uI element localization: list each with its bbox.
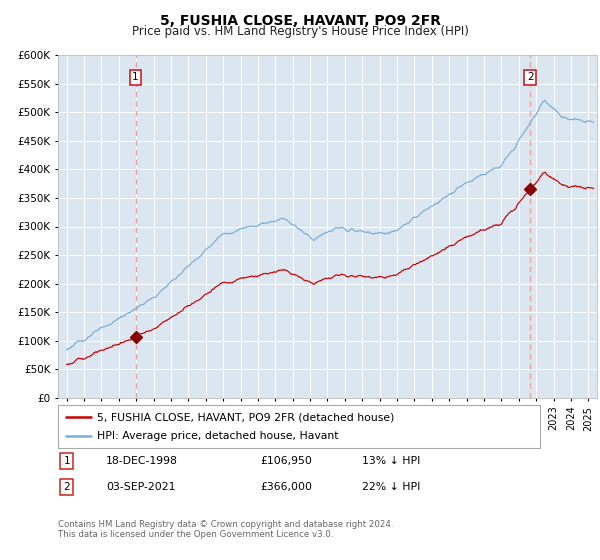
FancyBboxPatch shape: [58, 405, 540, 448]
Text: 2: 2: [527, 72, 534, 82]
Text: HPI: Average price, detached house, Havant: HPI: Average price, detached house, Hava…: [97, 431, 338, 441]
Text: 5, FUSHIA CLOSE, HAVANT, PO9 2FR: 5, FUSHIA CLOSE, HAVANT, PO9 2FR: [160, 14, 440, 28]
Text: Price paid vs. HM Land Registry's House Price Index (HPI): Price paid vs. HM Land Registry's House …: [131, 25, 469, 38]
Text: 13% ↓ HPI: 13% ↓ HPI: [362, 456, 420, 466]
Text: 03-SEP-2021: 03-SEP-2021: [106, 482, 176, 492]
Text: 5, FUSHIA CLOSE, HAVANT, PO9 2FR (detached house): 5, FUSHIA CLOSE, HAVANT, PO9 2FR (detach…: [97, 412, 394, 422]
Text: £366,000: £366,000: [260, 482, 313, 492]
Text: 22% ↓ HPI: 22% ↓ HPI: [362, 482, 420, 492]
Text: Contains HM Land Registry data © Crown copyright and database right 2024.
This d: Contains HM Land Registry data © Crown c…: [58, 520, 394, 539]
Text: 1: 1: [132, 72, 139, 82]
Text: £106,950: £106,950: [260, 456, 313, 466]
Text: 1: 1: [64, 456, 70, 466]
Text: 18-DEC-1998: 18-DEC-1998: [106, 456, 178, 466]
Text: 2: 2: [64, 482, 70, 492]
